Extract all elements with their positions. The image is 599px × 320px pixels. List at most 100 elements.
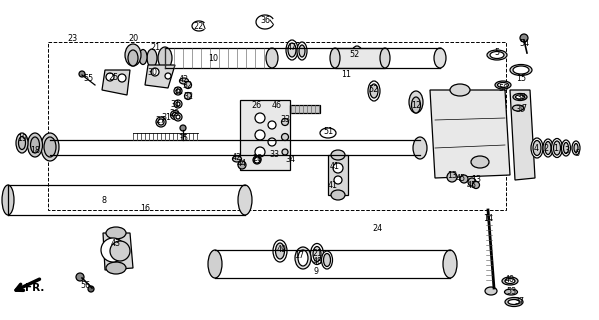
Text: 13: 13 [471,174,481,183]
Text: 36: 36 [260,15,270,25]
Ellipse shape [513,66,529,74]
Polygon shape [240,100,290,170]
Text: 42: 42 [232,153,242,162]
Text: 51: 51 [323,126,333,135]
Ellipse shape [353,49,361,63]
Text: 21: 21 [312,249,322,258]
Circle shape [473,181,480,188]
Text: 11: 11 [341,69,351,78]
Text: 26: 26 [251,100,261,109]
Text: 21: 21 [150,43,160,52]
Text: 46: 46 [272,100,282,109]
Text: 4: 4 [534,143,539,153]
Text: 7: 7 [522,103,527,113]
Polygon shape [328,155,348,195]
Ellipse shape [495,81,511,89]
Polygon shape [103,233,133,270]
Text: 41: 41 [330,162,340,171]
Ellipse shape [552,139,562,157]
Ellipse shape [232,156,241,162]
Ellipse shape [498,83,509,87]
Circle shape [460,175,468,183]
Ellipse shape [564,142,568,154]
Ellipse shape [487,50,507,60]
Ellipse shape [543,139,553,157]
Text: 6: 6 [574,148,579,157]
Text: 18: 18 [30,146,40,155]
Ellipse shape [513,93,527,100]
Circle shape [174,87,182,95]
Ellipse shape [505,298,523,307]
Ellipse shape [313,246,321,261]
Text: 3: 3 [564,146,570,155]
Text: 23: 23 [67,34,77,43]
Text: 48: 48 [313,257,323,266]
Text: 20: 20 [128,34,138,43]
Ellipse shape [208,250,222,278]
Circle shape [176,102,180,106]
Ellipse shape [147,49,157,67]
Circle shape [268,121,276,129]
Circle shape [110,241,130,261]
Ellipse shape [323,253,331,267]
Circle shape [88,286,94,292]
Ellipse shape [516,95,525,99]
Ellipse shape [450,84,470,96]
Circle shape [165,73,171,79]
Ellipse shape [502,277,518,285]
Ellipse shape [106,262,126,274]
Ellipse shape [331,150,345,160]
Ellipse shape [158,47,172,69]
Ellipse shape [2,185,14,215]
Ellipse shape [561,140,570,156]
Ellipse shape [505,278,515,284]
Circle shape [447,172,457,182]
Circle shape [176,115,180,119]
Ellipse shape [574,143,578,153]
Text: 17: 17 [294,251,304,260]
Polygon shape [102,70,130,95]
Circle shape [176,89,180,93]
Text: 28: 28 [252,154,262,163]
Circle shape [180,125,186,131]
Polygon shape [510,90,535,180]
Text: 39: 39 [515,105,525,114]
Ellipse shape [297,42,307,60]
Text: 35: 35 [178,133,188,142]
Text: 2: 2 [543,143,549,153]
Ellipse shape [253,156,261,164]
Ellipse shape [485,287,497,295]
Ellipse shape [533,140,541,156]
Text: 31: 31 [161,113,171,122]
Circle shape [254,157,260,163]
Ellipse shape [298,250,308,266]
Text: 56: 56 [80,281,90,290]
Text: 53: 53 [506,286,516,295]
Polygon shape [430,90,510,178]
Circle shape [255,130,265,140]
Text: 1: 1 [553,143,558,153]
Ellipse shape [44,137,56,157]
Ellipse shape [31,137,40,153]
Ellipse shape [282,118,289,125]
Text: 16: 16 [140,204,150,212]
Ellipse shape [370,84,378,98]
Ellipse shape [273,240,287,262]
Circle shape [118,74,126,82]
Text: 13: 13 [447,171,457,180]
Ellipse shape [266,48,278,68]
Text: 38: 38 [516,92,526,101]
Polygon shape [145,65,175,88]
Circle shape [468,178,476,186]
Ellipse shape [504,289,518,295]
Circle shape [184,82,192,89]
Ellipse shape [572,141,580,155]
Ellipse shape [286,40,298,60]
Circle shape [184,92,192,100]
Circle shape [334,176,342,184]
Text: 12: 12 [411,100,421,109]
Ellipse shape [380,48,390,68]
Text: 33: 33 [280,115,290,124]
Ellipse shape [471,156,489,168]
Ellipse shape [553,141,561,155]
